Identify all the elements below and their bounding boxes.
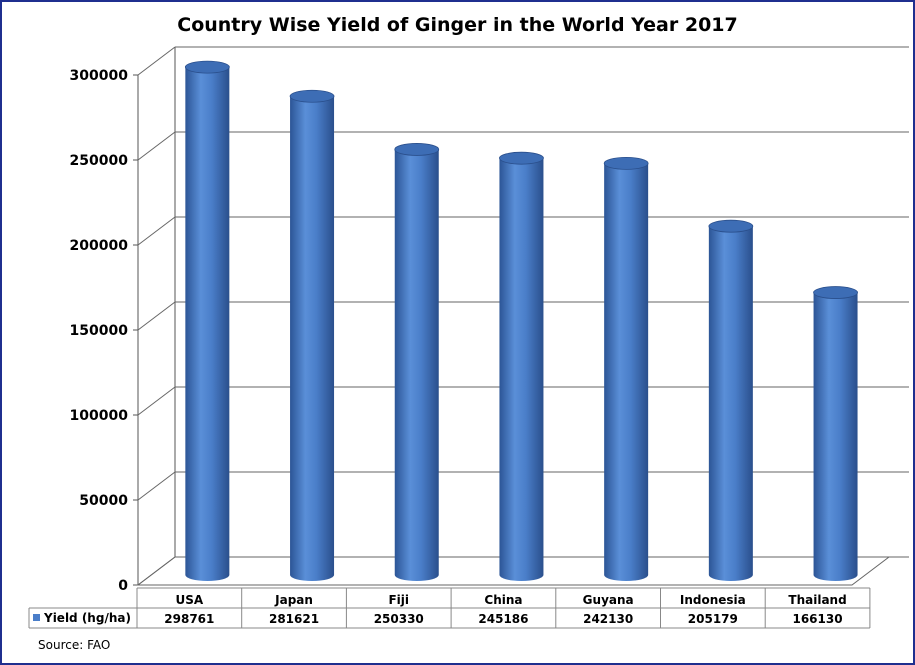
gridline-depth <box>137 131 176 161</box>
bar-top <box>394 143 440 156</box>
gridline-depth <box>137 386 176 416</box>
y-tick-label: 50000 <box>79 493 128 509</box>
bar-top <box>289 89 335 103</box>
legend-label: Yield (hg/ha) <box>43 611 131 625</box>
value-label: 281621 <box>269 612 319 626</box>
value-label: 242130 <box>583 612 633 626</box>
value-label: 250330 <box>374 612 424 626</box>
value-label: 298761 <box>164 612 214 626</box>
bar-thailand <box>813 286 858 581</box>
gridline-depth <box>137 216 176 246</box>
bar-top <box>499 151 544 165</box>
y-tick-label: 300000 <box>70 68 129 84</box>
bar-china <box>499 151 544 581</box>
y-tick-label: 0 <box>118 578 128 594</box>
bar-fiji <box>394 143 440 581</box>
bar-top <box>184 60 230 74</box>
category-label: Indonesia <box>680 593 746 607</box>
category-label: Japan <box>274 593 313 607</box>
value-label: 166130 <box>792 612 842 626</box>
bars <box>184 60 858 582</box>
gridline-depth <box>137 46 176 76</box>
bar-top <box>813 286 858 299</box>
gridline-depth <box>137 301 176 331</box>
bar-body <box>604 163 649 581</box>
category-label: Guyana <box>583 593 634 607</box>
bar-top <box>603 156 649 170</box>
bar-japan <box>289 89 335 582</box>
y-tick-label: 150000 <box>70 323 129 339</box>
bar-indonesia <box>708 219 754 582</box>
category-label: Thailand <box>788 593 846 607</box>
category-label: China <box>484 593 522 607</box>
bar-body <box>813 292 858 581</box>
category-label: Fiji <box>388 593 409 607</box>
y-tick-label: 200000 <box>70 238 129 254</box>
bar-body <box>708 226 753 582</box>
value-label: 245186 <box>478 612 528 626</box>
y-tick-label: 100000 <box>70 408 129 424</box>
legend-swatch <box>33 614 40 621</box>
data-table: Yield (hg/ha) USA 298761 Japan 281621 Fiji 250… <box>28 587 871 629</box>
value-label: 205179 <box>688 612 738 626</box>
bar-top <box>708 219 754 233</box>
bar-body <box>394 149 439 581</box>
category-label: USA <box>176 593 204 607</box>
chart-title: Country Wise Yield of Ginger in the Worl… <box>177 14 738 36</box>
bar-guyana <box>603 156 649 581</box>
bar-body <box>499 158 544 581</box>
gridline-depth <box>137 471 176 501</box>
bar-body <box>290 96 335 582</box>
y-axis-ticks: 0 50000 100000 150000 200000 250000 300000 <box>70 68 129 594</box>
y-tick-label: 250000 <box>70 153 129 169</box>
source-note: Source: FAO <box>38 638 111 652</box>
chart-floor <box>136 556 891 586</box>
bar-usa <box>184 60 230 581</box>
bar-body <box>185 67 230 581</box>
